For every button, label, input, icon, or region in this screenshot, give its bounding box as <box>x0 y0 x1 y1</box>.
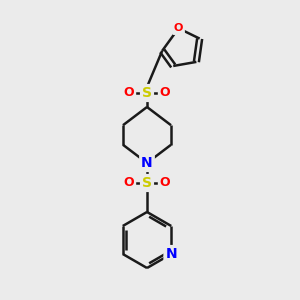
Text: N: N <box>165 247 177 261</box>
Text: O: O <box>124 86 134 100</box>
Text: O: O <box>124 176 134 190</box>
Text: O: O <box>174 23 183 33</box>
Text: O: O <box>160 176 170 190</box>
Text: N: N <box>141 156 153 170</box>
Text: O: O <box>160 86 170 100</box>
Text: S: S <box>142 176 152 190</box>
Text: S: S <box>142 86 152 100</box>
